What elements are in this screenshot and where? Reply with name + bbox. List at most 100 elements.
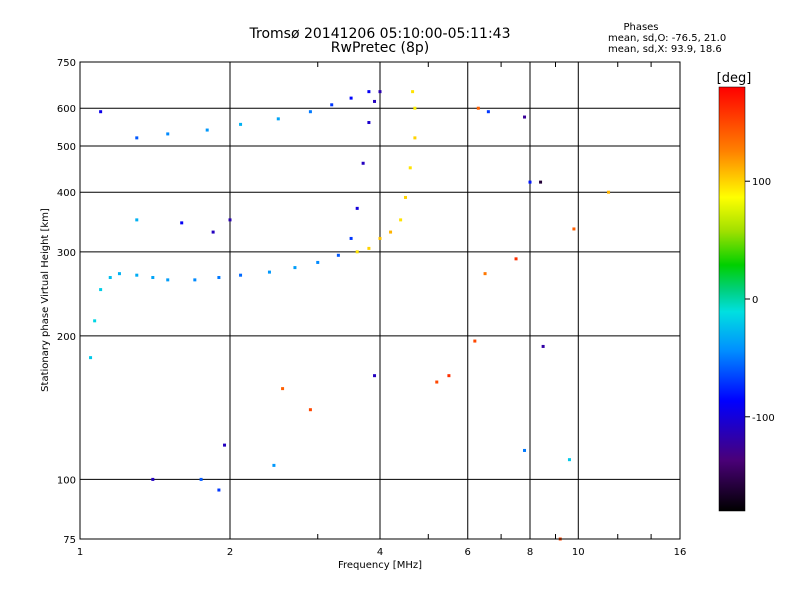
data-point: [89, 356, 93, 360]
data-point: [367, 246, 371, 250]
data-point: [205, 128, 209, 132]
data-point: [541, 344, 545, 348]
data-point: [293, 266, 297, 270]
data-point: [528, 180, 532, 184]
y-tick-label: 200: [57, 332, 76, 343]
data-point: [378, 90, 382, 94]
data-point: [399, 218, 403, 222]
data-point: [276, 117, 280, 121]
data-point: [117, 272, 121, 276]
x-tick-label: 4: [377, 547, 383, 558]
data-point: [99, 288, 103, 292]
data-point: [316, 260, 320, 264]
grid-lines: [80, 62, 680, 539]
data-point: [523, 115, 527, 119]
data-point: [373, 374, 377, 378]
data-point: [349, 236, 353, 240]
colorbar-tick-label: 100: [752, 177, 771, 188]
data-point: [486, 110, 490, 114]
data-point: [223, 443, 227, 447]
data-point: [308, 408, 312, 412]
data-point: [476, 106, 480, 110]
plot-frame: [79, 61, 681, 540]
data-point: [211, 230, 215, 234]
phase-stats-x-mode: mean, sd,X: 93.9, 18.6: [608, 44, 722, 55]
data-point: [572, 227, 576, 231]
data-point: [483, 272, 487, 276]
data-point: [217, 276, 221, 280]
colorbar-label: [deg]: [717, 71, 752, 86]
data-point: [539, 180, 543, 184]
data-point: [355, 206, 359, 210]
y-tick-label: 750: [57, 58, 76, 69]
data-point: [567, 458, 571, 462]
x-tick-label: 8: [527, 547, 533, 558]
data-point: [239, 122, 243, 126]
data-point: [239, 273, 243, 277]
x-tick-label: 6: [465, 547, 471, 558]
y-tick-label: 100: [57, 475, 76, 486]
x-axis-ticks: 1 2 4 6 8 10 16: [77, 62, 687, 558]
data-point: [217, 488, 221, 492]
colorbar-tick-label: 0: [752, 295, 758, 306]
data-point: [281, 387, 285, 391]
y-tick-label: 400: [57, 188, 76, 199]
phase-stats-title: Phases: [623, 22, 659, 33]
data-point: [166, 132, 170, 136]
data-point: [408, 166, 412, 170]
colorbar-tick-label: -100: [752, 413, 775, 424]
y-axis-label: Stationary phase Virtual Height [km]: [40, 208, 51, 392]
data-point: [349, 96, 353, 100]
data-point: [336, 253, 340, 257]
data-point: [355, 250, 359, 254]
data-point: [413, 136, 417, 140]
x-tick-label: 16: [674, 547, 687, 558]
x-tick-label: 1: [77, 547, 83, 558]
data-point: [373, 99, 377, 103]
data-point: [199, 477, 203, 481]
data-point: [228, 218, 232, 222]
data-point: [361, 161, 365, 165]
data-point: [151, 276, 155, 280]
data-point: [193, 278, 197, 282]
data-point: [523, 448, 527, 452]
chart-title: Tromsø 20141206 05:10:00-05:11:43: [249, 26, 511, 42]
data-point: [135, 136, 139, 140]
data-point: [473, 339, 477, 343]
data-point: [514, 257, 518, 261]
data-point: [367, 90, 371, 94]
y-tick-label: 75: [63, 535, 76, 546]
data-point: [267, 270, 271, 274]
data-point: [367, 121, 371, 125]
x-tick-label: 10: [572, 547, 585, 558]
data-point: [378, 236, 382, 240]
data-point: [99, 110, 103, 114]
x-tick-label: 2: [227, 547, 233, 558]
data-point: [272, 463, 276, 467]
data-point: [308, 110, 312, 114]
colorbar: [718, 86, 746, 512]
data-point: [411, 90, 415, 94]
data-point: [180, 221, 184, 225]
data-point: [108, 276, 112, 280]
data-points: [89, 90, 611, 541]
data-point: [93, 319, 97, 323]
data-point: [135, 273, 139, 277]
data-point: [135, 218, 139, 222]
data-point: [403, 195, 407, 199]
chart-subtitle: RwPretec (8p): [330, 40, 430, 56]
data-point: [447, 374, 451, 378]
y-tick-label: 500: [57, 142, 76, 153]
data-point: [435, 380, 439, 384]
data-point: [413, 106, 417, 110]
phase-stats-o-mode: mean, sd,O: -76.5, 21.0: [608, 33, 727, 44]
data-point: [389, 230, 393, 234]
data-point: [330, 103, 334, 107]
y-axis-ticks: 75 100 200 300 400 500 600 750: [57, 58, 76, 546]
y-tick-label: 300: [57, 248, 76, 259]
colorbar-ticks: -100 0 100: [745, 177, 775, 424]
x-axis-label: Frequency [MHz]: [338, 560, 422, 571]
y-tick-label: 600: [57, 104, 76, 115]
data-point: [166, 278, 170, 282]
